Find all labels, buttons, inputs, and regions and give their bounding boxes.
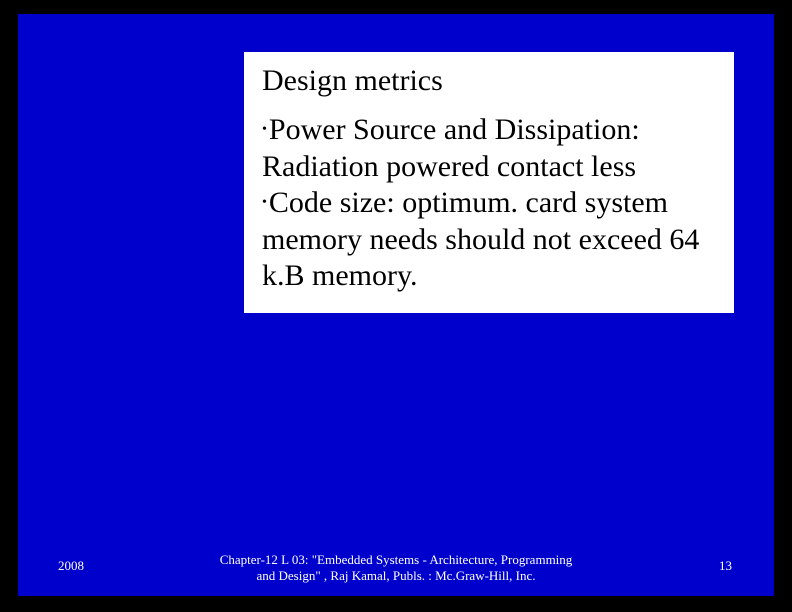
bullet-icon: • (262, 195, 267, 210)
bullet-text-2: Code size: optimum. card system memory n… (262, 186, 699, 292)
bullet-icon: • (262, 122, 267, 137)
footer-year: 2008 (58, 558, 84, 574)
footer-page-number: 13 (719, 558, 732, 574)
slide: Design metrics •Power Source and Dissipa… (18, 14, 774, 596)
content-box: Design metrics •Power Source and Dissipa… (244, 52, 734, 313)
slide-body: •Power Source and Dissipation: Radiation… (262, 112, 716, 295)
bullet-text-1: Power Source and Dissipation: Radiation … (262, 113, 640, 183)
slide-title: Design metrics (262, 64, 716, 98)
footer-citation: Chapter-12 L 03: "Embedded Systems - Arc… (216, 552, 576, 585)
